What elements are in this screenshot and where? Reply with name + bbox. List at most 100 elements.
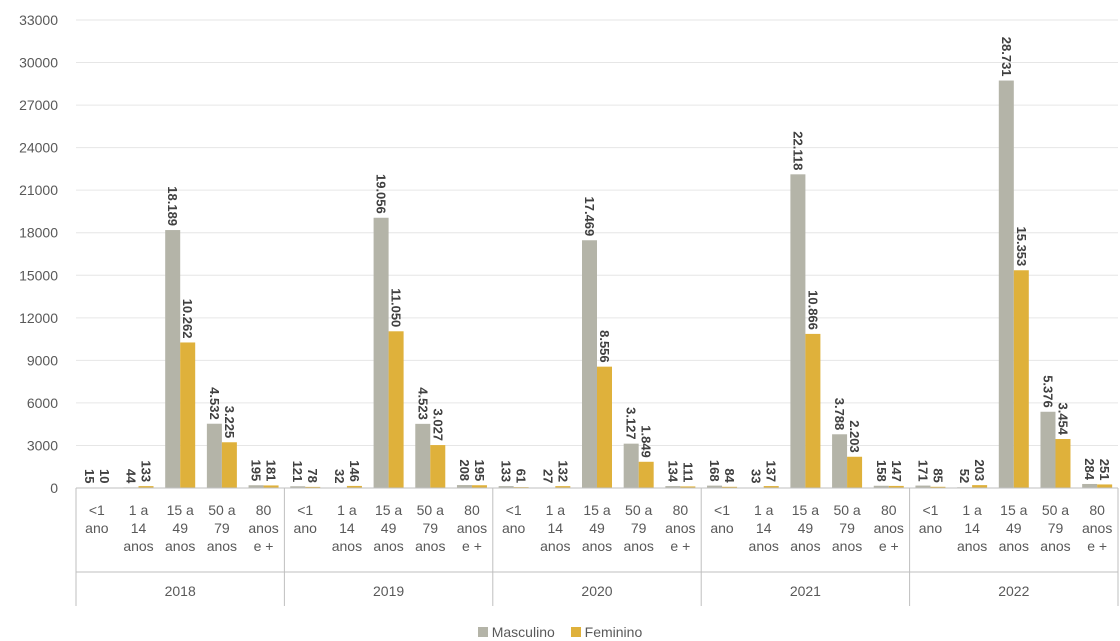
bar-masculino-2019-0 [290, 486, 306, 488]
data-label: 3.225 [222, 406, 237, 439]
x-category-label: e + [1087, 538, 1107, 554]
x-category-label: <1 [714, 502, 730, 518]
x-category-label: 79 [1048, 520, 1064, 536]
data-label: 158 [874, 460, 889, 482]
x-category-label: 15 a [167, 502, 194, 518]
x-group-label: 2020 [581, 583, 612, 599]
bar-masculino-2022-0 [915, 485, 931, 488]
bar-feminino-2018-1 [138, 486, 154, 488]
x-category-label: anos [624, 538, 654, 554]
data-label: 181 [264, 460, 279, 482]
bar-masculino-2020-3 [623, 443, 639, 488]
bar-feminino-2020-3 [638, 461, 654, 488]
x-group-label: 2022 [998, 583, 1029, 599]
bar-feminino-2020-1 [555, 486, 571, 488]
data-label: 10 [97, 469, 112, 483]
data-label: 10.262 [180, 299, 195, 339]
x-category-label: 14 [131, 520, 147, 536]
x-category-label: anos [749, 538, 779, 554]
x-group-label: 2018 [165, 583, 196, 599]
y-tick-label: 12000 [19, 310, 58, 326]
x-category-label: 50 a [208, 502, 235, 518]
x-category-label: anos [582, 538, 612, 554]
data-label: 19.056 [374, 174, 389, 214]
x-category-label: 49 [798, 520, 814, 536]
data-label: 27 [540, 469, 555, 483]
x-category-label: anos [332, 538, 362, 554]
y-tick-label: 15000 [19, 267, 58, 283]
x-category-label: ano [710, 520, 734, 536]
bar-feminino-2021-4 [888, 485, 904, 488]
data-label: 147 [889, 460, 904, 482]
y-tick-label: 24000 [19, 140, 58, 156]
legend: Masculino Feminino [0, 624, 1120, 640]
bar-feminino-2021-3 [847, 456, 863, 488]
x-category-label: 49 [172, 520, 188, 536]
x-category-label: e + [879, 538, 899, 554]
x-group-label: 2021 [790, 583, 821, 599]
data-label: 4.523 [415, 387, 430, 420]
data-label: 15 [82, 469, 97, 483]
x-category-label: 1 a [546, 502, 566, 518]
x-category-label: 49 [589, 520, 605, 536]
y-tick-label: 21000 [19, 182, 58, 198]
y-tick-label: 9000 [27, 352, 58, 368]
data-label: 132 [555, 460, 570, 482]
data-label: 133 [499, 460, 514, 482]
x-category-label: anos [540, 538, 570, 554]
data-label: 17.469 [582, 196, 597, 236]
bar-masculino-2021-0 [707, 485, 723, 488]
x-category-label: ano [294, 520, 318, 536]
x-category-label: anos [874, 520, 904, 536]
x-category-label: 49 [1006, 520, 1022, 536]
y-tick-label: 33000 [19, 12, 58, 28]
x-category-label: 1 a [754, 502, 774, 518]
bar-masculino-2020-0 [498, 486, 514, 488]
data-label: 137 [764, 460, 779, 482]
x-category-label: anos [207, 538, 237, 554]
data-label: 3.788 [832, 398, 847, 431]
x-category-label: 80 [1089, 502, 1105, 518]
data-label: 22.118 [790, 131, 805, 170]
x-category-label: ano [919, 520, 943, 536]
data-label: 133 [139, 460, 154, 482]
x-category-label: 1 a [129, 502, 149, 518]
y-tick-label: 0 [50, 480, 58, 496]
x-category-label: 15 a [1000, 502, 1027, 518]
data-label: 195 [472, 460, 487, 482]
data-label: 3.454 [1055, 402, 1070, 435]
data-label: 85 [930, 468, 945, 482]
legend-label-masculino: Masculino [491, 624, 555, 640]
bar-feminino-2019-1 [346, 485, 362, 488]
x-category-label: 50 a [417, 502, 444, 518]
data-label: 134 [665, 460, 680, 482]
data-label: 121 [290, 461, 305, 483]
bar-feminino-2019-2 [388, 331, 404, 488]
data-label: 1.849 [639, 425, 654, 458]
x-category-label: 1 a [337, 502, 357, 518]
y-tick-label: 18000 [19, 225, 58, 241]
data-label: 32 [332, 469, 347, 483]
x-category-label: 79 [631, 520, 647, 536]
x-category-label: 50 a [625, 502, 652, 518]
x-category-label: anos [957, 538, 987, 554]
bar-masculino-2019-2 [373, 217, 389, 488]
x-category-label: 14 [548, 520, 564, 536]
data-label: 284 [1082, 458, 1097, 480]
legend-item-masculino: Masculino [477, 624, 555, 640]
bar-feminino-2022-2 [1013, 270, 1029, 488]
data-label: 18.189 [165, 186, 180, 226]
x-category-label: 1 a [962, 502, 982, 518]
data-label: 10.866 [805, 290, 820, 330]
bar-feminino-2019-4 [471, 485, 487, 488]
x-category-label: 49 [381, 520, 397, 536]
y-tick-label: 30000 [19, 55, 58, 71]
bar-feminino-2021-0 [722, 486, 738, 488]
legend-swatch-feminino [570, 627, 581, 637]
bar-masculino-2019-4 [456, 485, 472, 488]
x-category-label: <1 [297, 502, 313, 518]
y-axis: 0 3000 6000 9000 12000 15000 18000 21000 24000 27… [19, 12, 58, 496]
x-category-label: 80 [256, 502, 272, 518]
